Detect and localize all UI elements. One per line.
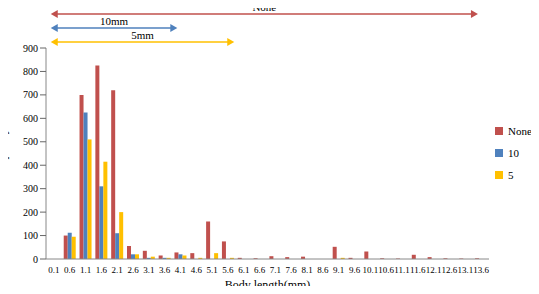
svg-text:11.1: 11.1 <box>394 265 409 275</box>
svg-text:4.1: 4.1 <box>175 265 186 275</box>
svg-text:10mm: 10mm <box>100 15 129 27</box>
svg-text:100: 100 <box>23 230 38 241</box>
svg-text:Body length(mm): Body length(mm) <box>225 278 311 286</box>
svg-text:4.6: 4.6 <box>191 265 203 275</box>
svg-text:9.6: 9.6 <box>349 265 361 275</box>
html-text:None: None <box>508 125 532 137</box>
svg-text:0: 0 <box>33 254 38 265</box>
html-text:5: 5 <box>508 169 514 181</box>
svg-text:200: 200 <box>23 207 38 218</box>
svg-text:7.6: 7.6 <box>286 265 298 275</box>
svg-text:700: 700 <box>23 89 38 100</box>
html-text:10: 10 <box>508 147 519 159</box>
svg-text:10.6: 10.6 <box>378 265 394 275</box>
svg-text:8.1: 8.1 <box>301 265 312 275</box>
svg-text:5.1: 5.1 <box>207 265 218 275</box>
svg-text:2.6: 2.6 <box>127 265 139 275</box>
svg-text:600: 600 <box>23 113 38 124</box>
svg-text:1.6: 1.6 <box>96 265 108 275</box>
svg-text:5.6: 5.6 <box>222 265 234 275</box>
svg-text:9.1: 9.1 <box>333 265 344 275</box>
svg-text:3.1: 3.1 <box>143 265 154 275</box>
svg-text:1.1: 1.1 <box>80 265 91 275</box>
svg-text:6.6: 6.6 <box>254 265 266 275</box>
svg-text:0.6: 0.6 <box>64 265 76 275</box>
svg-text:5mm: 5mm <box>131 29 154 41</box>
svg-text:13.1: 13.1 <box>457 265 473 275</box>
svg-text:900: 900 <box>23 43 38 54</box>
svg-text:13.6: 13.6 <box>473 265 489 275</box>
svg-text:0.1: 0.1 <box>48 265 59 275</box>
svg-text:400: 400 <box>23 160 38 171</box>
svg-text:11.6: 11.6 <box>410 265 426 275</box>
svg-text:300: 300 <box>23 183 38 194</box>
svg-text:800: 800 <box>23 66 38 77</box>
svg-text:6.1: 6.1 <box>238 265 249 275</box>
svg-text:None: None <box>252 8 276 13</box>
svg-text:10.1: 10.1 <box>362 265 378 275</box>
svg-text:3.6: 3.6 <box>159 265 171 275</box>
svg-text:8.6: 8.6 <box>317 265 329 275</box>
svg-text:12.6: 12.6 <box>442 265 458 275</box>
svg-text:12.1: 12.1 <box>426 265 442 275</box>
svg-text:Frequency: Frequency <box>8 128 9 179</box>
svg-text:7.1: 7.1 <box>270 265 281 275</box>
svg-text:2.1: 2.1 <box>112 265 123 275</box>
svg-text:500: 500 <box>23 136 38 147</box>
